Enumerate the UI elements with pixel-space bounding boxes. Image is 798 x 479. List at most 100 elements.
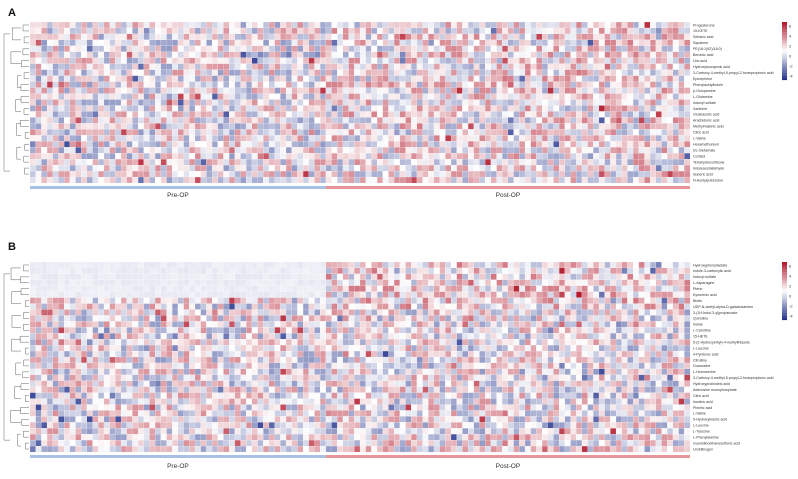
heatmap-cell — [297, 129, 304, 136]
heatmap-cell — [246, 141, 253, 148]
heatmap-cell — [46, 57, 53, 64]
heatmap-cell — [58, 267, 65, 275]
heatmap-cell — [650, 147, 656, 154]
heatmap-cell — [75, 33, 82, 41]
heatmap-cell — [507, 69, 514, 76]
heatmap-cell — [627, 339, 634, 346]
heatmap-cell — [587, 33, 594, 41]
heatmap-cell — [240, 273, 247, 280]
heatmap-cell — [109, 267, 116, 275]
heatmap-cell — [268, 45, 275, 52]
heatmap-cell — [177, 291, 184, 298]
heatmap-cell — [69, 21, 76, 29]
heatmap-cell — [257, 339, 264, 346]
heatmap-cell — [496, 21, 503, 29]
heatmap-cell — [405, 267, 412, 275]
heatmap-cell — [166, 261, 173, 269]
heatmap-cell — [354, 170, 361, 178]
heatmap-cell — [570, 63, 577, 70]
heatmap-cell — [325, 75, 332, 82]
heatmap-cell — [524, 21, 531, 29]
heatmap-cell — [303, 111, 309, 118]
heatmap-cell — [229, 345, 235, 352]
row-label: Citric acid — [693, 131, 709, 135]
heatmap-cell — [217, 176, 224, 184]
heatmap-cell — [126, 350, 133, 358]
heatmap-cell — [507, 333, 514, 340]
heatmap-cell — [189, 297, 196, 304]
heatmap-cell — [604, 165, 611, 172]
heatmap-cell — [138, 129, 144, 136]
heatmap-cell — [64, 57, 70, 64]
heatmap-cell — [610, 297, 617, 304]
heatmap-cell — [81, 69, 88, 76]
heatmap-cell — [667, 285, 674, 292]
heatmap-cell — [371, 170, 378, 178]
heatmap-cell — [399, 45, 406, 52]
heatmap-cell — [547, 291, 554, 298]
heatmap-cell — [667, 333, 674, 340]
heatmap-cell — [64, 51, 70, 58]
heatmap-cell — [593, 63, 600, 70]
heatmap-cell — [132, 57, 139, 64]
heatmap-cell — [166, 21, 173, 29]
heatmap-cell — [98, 176, 105, 184]
heatmap-cell — [331, 261, 338, 269]
heatmap-cell — [468, 339, 474, 346]
heatmap-cell — [240, 135, 247, 142]
heatmap-cell — [650, 141, 656, 148]
heatmap-cell — [450, 21, 457, 29]
heatmap-cell — [502, 309, 509, 316]
heatmap-cell — [138, 105, 144, 112]
heatmap-cell — [194, 33, 201, 41]
heatmap-cell — [655, 135, 662, 142]
heatmap-cell — [581, 57, 588, 64]
heatmap-cell — [536, 51, 543, 58]
heatmap-cell — [251, 147, 258, 154]
heatmap-cell — [433, 303, 440, 310]
heatmap-cell — [468, 33, 474, 41]
heatmap-cell — [200, 81, 207, 88]
heatmap-cell — [524, 345, 531, 352]
heatmap-cell — [638, 327, 645, 334]
heatmap-cell — [445, 99, 452, 106]
heatmap-cell — [541, 147, 548, 154]
heatmap-cell — [530, 315, 537, 322]
heatmap-cell — [166, 170, 173, 178]
heatmap-cell — [103, 63, 110, 70]
heatmap-cell — [428, 45, 435, 52]
heatmap-cell — [109, 81, 116, 88]
heatmap-cell — [268, 105, 275, 112]
heatmap-cell — [268, 93, 275, 100]
heatmap-cell — [155, 81, 161, 88]
heatmap-cell — [234, 69, 241, 76]
heatmap-cell — [223, 297, 230, 304]
legend-swatch — [782, 22, 787, 24]
heatmap-cell — [587, 159, 594, 166]
heatmap-cell — [251, 105, 258, 112]
heatmap-cell — [75, 297, 82, 304]
heatmap-cell — [598, 81, 605, 88]
heatmap-cell — [138, 303, 144, 310]
heatmap-cell — [598, 99, 605, 106]
heatmap-cell — [587, 51, 594, 58]
heatmap-cell — [132, 141, 139, 148]
heatmap-cell — [536, 141, 543, 148]
heatmap-cell — [445, 339, 452, 346]
heatmap-cell — [610, 111, 617, 118]
heatmap-cell — [280, 315, 287, 322]
heatmap-cell — [115, 21, 122, 29]
heatmap-cell — [206, 33, 213, 41]
heatmap-cell — [382, 345, 389, 352]
heatmap-cell — [246, 99, 253, 106]
heatmap-cell — [337, 279, 344, 286]
heatmap-cell — [541, 303, 548, 310]
heatmap-cell — [536, 159, 543, 166]
heatmap-cell — [274, 267, 281, 275]
heatmap-cell — [604, 123, 611, 130]
heatmap-cell — [217, 135, 224, 142]
heatmap-cell — [64, 99, 70, 106]
heatmap-cell — [513, 81, 520, 88]
heatmap-cell — [365, 69, 372, 76]
heatmap-cell — [183, 165, 190, 172]
